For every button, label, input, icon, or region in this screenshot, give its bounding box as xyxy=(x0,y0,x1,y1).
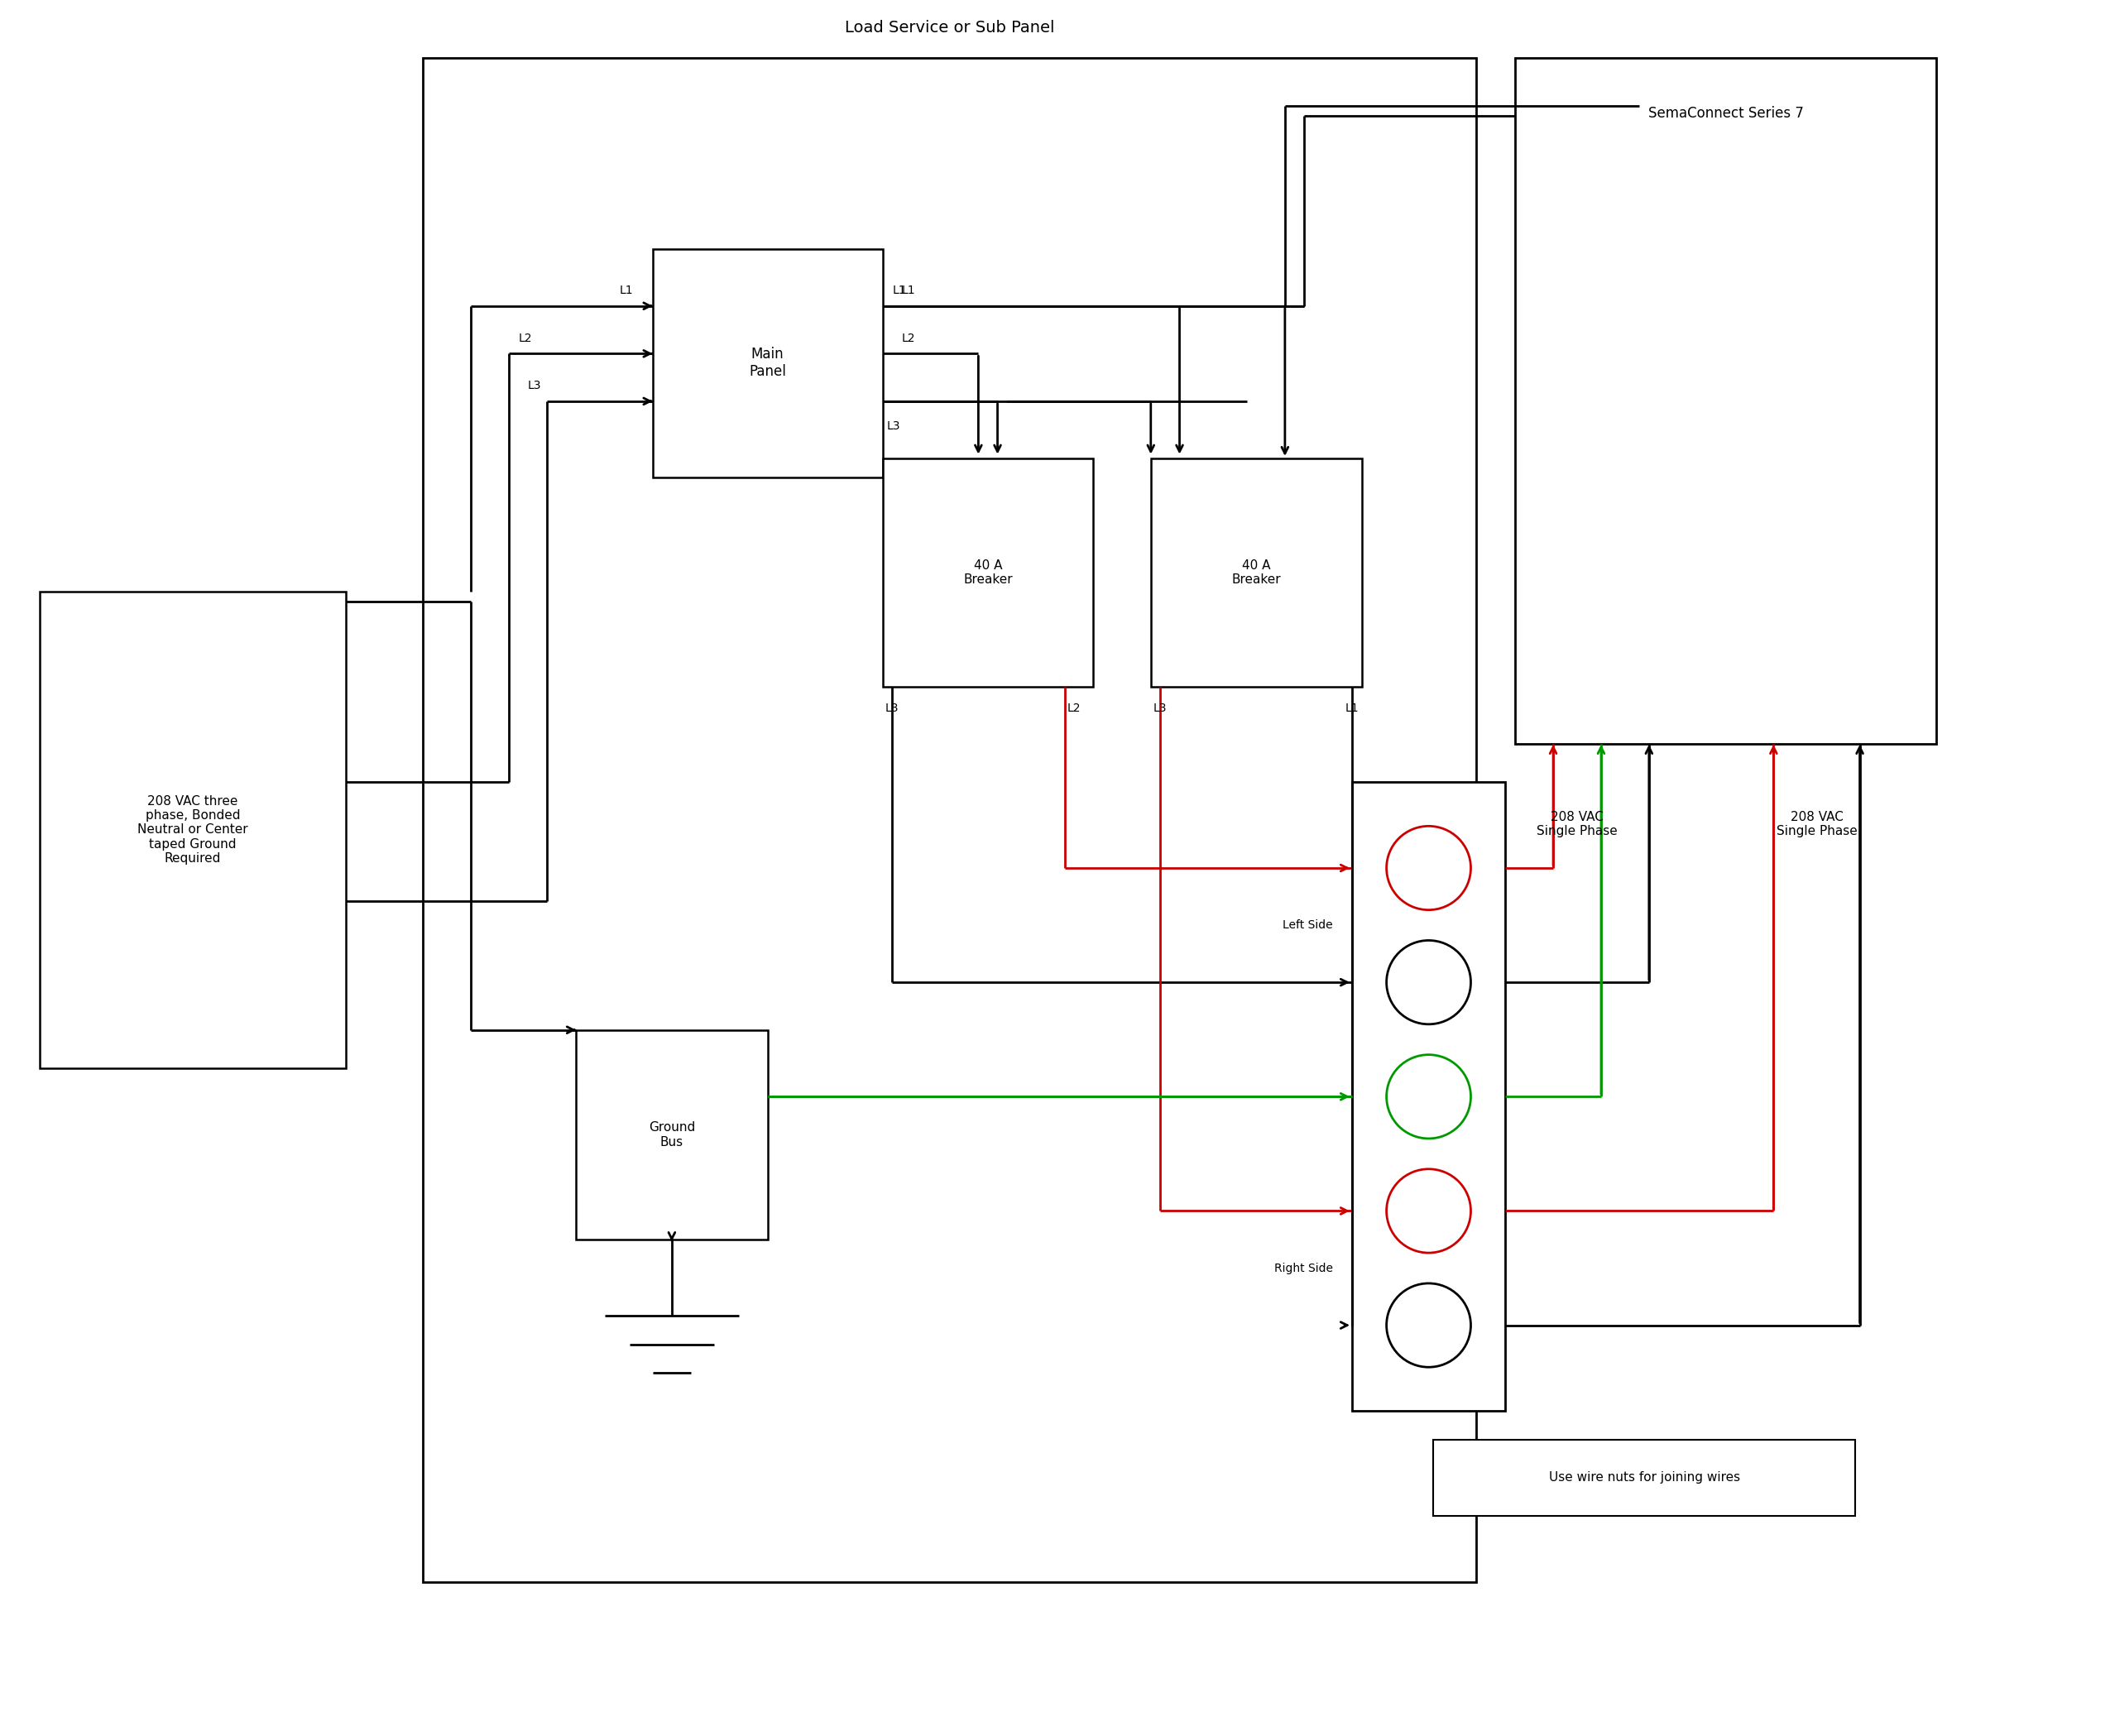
Circle shape xyxy=(1386,1283,1471,1368)
Text: 208 VAC
Single Phase: 208 VAC Single Phase xyxy=(1777,811,1857,838)
Circle shape xyxy=(1386,1055,1471,1139)
Text: Load Service or Sub Panel: Load Service or Sub Panel xyxy=(844,19,1055,35)
Text: L3: L3 xyxy=(886,420,901,432)
Text: 40 A
Breaker: 40 A Breaker xyxy=(964,559,1013,587)
Bar xyxy=(1433,1439,1855,1516)
Text: SemaConnect Series 7: SemaConnect Series 7 xyxy=(1648,106,1804,122)
Text: L2: L2 xyxy=(519,333,532,344)
Text: Use wire nuts for joining wires: Use wire nuts for joining wires xyxy=(1549,1472,1741,1484)
Text: L2: L2 xyxy=(901,333,916,344)
Bar xyxy=(1150,458,1361,687)
Text: 208 VAC
Single Phase: 208 VAC Single Phase xyxy=(1536,811,1618,838)
Text: Main
Panel: Main Panel xyxy=(749,347,787,378)
Text: L1: L1 xyxy=(901,285,916,297)
Bar xyxy=(576,1029,768,1240)
Bar xyxy=(1353,783,1504,1411)
Text: Right Side: Right Side xyxy=(1274,1262,1334,1274)
Text: L3: L3 xyxy=(1154,703,1167,713)
Text: L1: L1 xyxy=(620,285,633,297)
Text: L3: L3 xyxy=(886,703,899,713)
Text: 40 A
Breaker: 40 A Breaker xyxy=(1232,559,1281,587)
Bar xyxy=(40,592,346,1068)
Text: Left Side: Left Side xyxy=(1283,920,1334,930)
Bar xyxy=(1515,59,1937,745)
Bar xyxy=(652,248,882,477)
Bar xyxy=(882,458,1093,687)
Text: L2: L2 xyxy=(1068,703,1080,713)
Text: L3: L3 xyxy=(528,380,542,392)
Text: L1: L1 xyxy=(1344,703,1359,713)
Circle shape xyxy=(1386,826,1471,910)
Bar xyxy=(422,59,1477,1583)
Circle shape xyxy=(1386,1168,1471,1253)
Text: L1: L1 xyxy=(893,285,905,297)
Circle shape xyxy=(1386,941,1471,1024)
Text: Ground
Bus: Ground Bus xyxy=(648,1121,694,1147)
Text: 208 VAC three
phase, Bonded
Neutral or Center
taped Ground
Required: 208 VAC three phase, Bonded Neutral or C… xyxy=(137,795,249,865)
